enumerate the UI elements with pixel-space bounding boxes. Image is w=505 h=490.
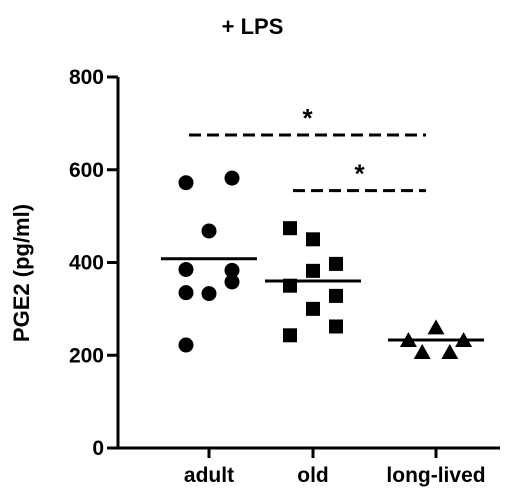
y-tick-label: 400	[69, 252, 104, 275]
data-point-old	[306, 263, 320, 278]
y-tick-label: 0	[92, 437, 104, 460]
data-point-adult	[178, 175, 194, 191]
data-point-old	[283, 328, 297, 343]
data-point-adult	[224, 170, 240, 186]
data-point-adult	[178, 261, 194, 277]
y-tick-label: 200	[69, 344, 104, 367]
data-point-adult	[178, 285, 194, 301]
data-point-old	[306, 232, 320, 247]
data-point-adult	[224, 262, 240, 278]
significance-label: *	[354, 159, 365, 189]
data-point-old	[329, 256, 343, 271]
y-tick-label: 800	[69, 66, 104, 89]
data-point-adult	[201, 223, 217, 239]
data-point-old	[283, 221, 297, 236]
x-tick-label: long-lived	[386, 464, 485, 487]
data-point-long-lived	[441, 344, 459, 360]
x-tick-label: adult	[184, 464, 234, 487]
data-point-old	[329, 288, 343, 303]
data-point-old	[329, 319, 343, 334]
y-tick-label: 600	[69, 159, 104, 182]
axes: 0 200 400 600 800 adult old long-lived	[69, 66, 500, 487]
data-point-long-lived	[413, 344, 431, 360]
x-tick-label: old	[297, 464, 329, 487]
data-marks: **	[161, 103, 484, 360]
data-point-old	[306, 301, 320, 316]
data-point-adult	[178, 337, 194, 353]
significance-label: *	[302, 103, 313, 133]
data-point-adult	[224, 274, 240, 290]
data-point-long-lived	[427, 319, 445, 335]
chart-title: + LPS	[221, 14, 284, 39]
data-point-adult	[201, 286, 217, 302]
